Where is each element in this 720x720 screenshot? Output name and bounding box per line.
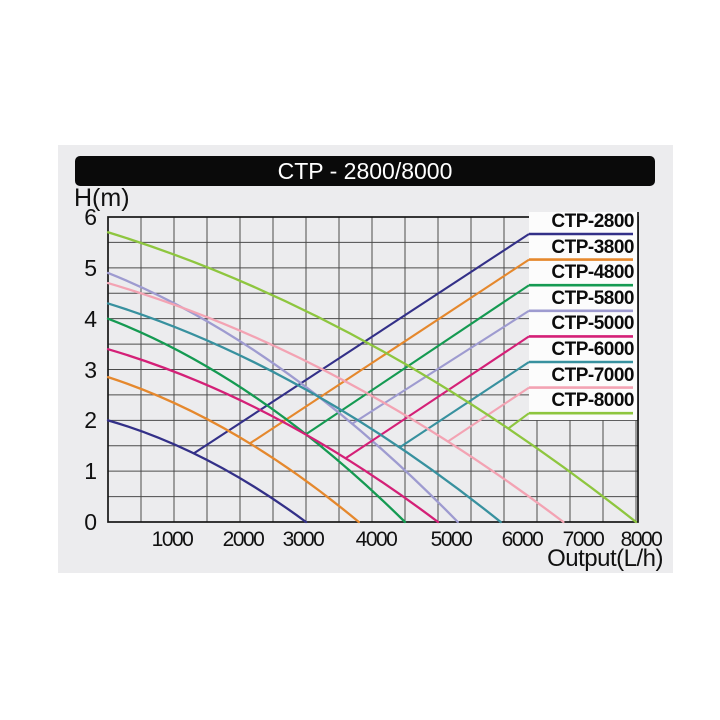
legend-label-CTP-8000: CTP-8000 bbox=[551, 390, 634, 412]
curve-CTP-3800 bbox=[106, 375, 360, 524]
legend-connector-CTP-5000 bbox=[345, 335, 530, 460]
y-tick-label: 0 bbox=[84, 509, 97, 535]
x-tick-label: 3000 bbox=[282, 528, 325, 551]
x-tick-label: 1000 bbox=[151, 528, 194, 551]
curve-CTP-6000 bbox=[106, 302, 502, 524]
x-tick-label: 8000 bbox=[620, 528, 663, 551]
x-tick-label: 7000 bbox=[562, 528, 605, 551]
chart-title-bar: CTP - 2800/8000 bbox=[75, 156, 655, 186]
legend-label-CTP-5800: CTP-5800 bbox=[551, 287, 634, 309]
x-axis-label: Output(L/h) bbox=[547, 545, 663, 572]
x-tick-label: 5000 bbox=[430, 528, 473, 551]
legend-connector-CTP-3800 bbox=[249, 258, 530, 445]
chart-title: CTP - 2800/8000 bbox=[277, 157, 453, 184]
legend-connector-CTP-6000 bbox=[399, 361, 530, 449]
legend-label-CTP-5000: CTP-5000 bbox=[551, 313, 634, 335]
y-axis-label: H(m) bbox=[74, 184, 130, 212]
curve-CTP-4800 bbox=[106, 317, 407, 524]
legend-box bbox=[529, 212, 638, 420]
legend-label-CTP-3800: CTP-3800 bbox=[551, 236, 634, 258]
curve-CTP-8000 bbox=[106, 231, 638, 524]
legend-connector-CTP-8000 bbox=[507, 412, 530, 430]
legend-connector-CTP-2800 bbox=[193, 233, 530, 455]
curve-CTP-7000 bbox=[106, 281, 565, 524]
legend-label-CTP-4800: CTP-4800 bbox=[551, 262, 634, 284]
y-tick-label: 2 bbox=[84, 407, 97, 434]
curve-CTP-5000 bbox=[106, 348, 440, 524]
y-tick-label: 6 bbox=[84, 204, 97, 230]
y-tick-label: 3 bbox=[84, 356, 97, 383]
curve-CTP-5800 bbox=[106, 271, 459, 524]
legend-connector-CTP-4800 bbox=[305, 284, 530, 436]
curve-CTP-2800 bbox=[106, 419, 308, 524]
x-tick-label: 4000 bbox=[355, 528, 398, 551]
legend-connector-CTP-5800 bbox=[351, 309, 530, 425]
y-tick-label: 4 bbox=[84, 305, 97, 332]
legend-label-CTP-7000: CTP-7000 bbox=[551, 364, 634, 386]
legend-label-CTP-6000: CTP-6000 bbox=[551, 339, 634, 360]
x-tick-label: 2000 bbox=[222, 528, 265, 551]
x-tick-label: 6000 bbox=[501, 528, 544, 551]
y-tick-label: 5 bbox=[84, 254, 97, 281]
legend-label-CTP-2800: CTP-2800 bbox=[551, 211, 634, 232]
y-tick-label: 1 bbox=[84, 458, 97, 485]
